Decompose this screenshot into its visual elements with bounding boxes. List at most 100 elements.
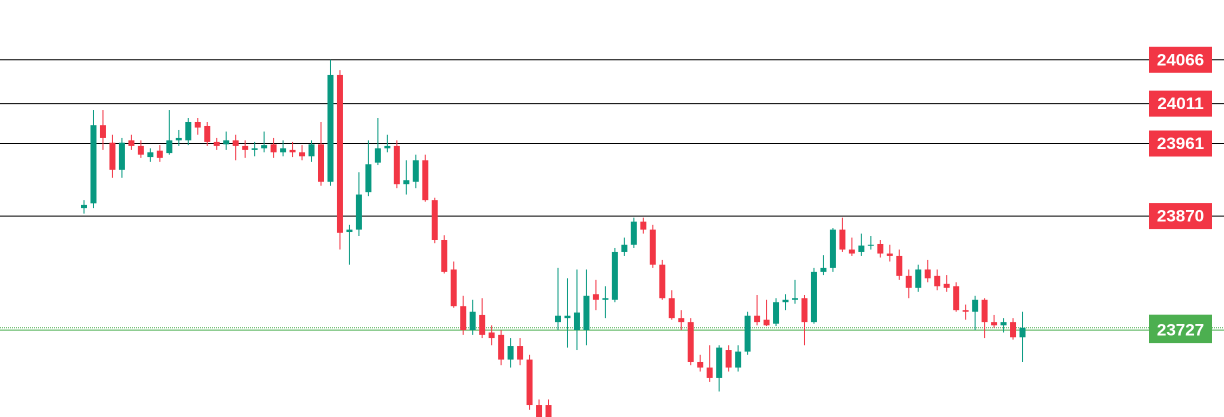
level-label: 23727 bbox=[1157, 321, 1204, 340]
candle-body bbox=[545, 405, 552, 417]
candle-body bbox=[583, 295, 590, 331]
candle-body bbox=[299, 152, 306, 157]
candle-body bbox=[441, 239, 448, 272]
candle-body bbox=[924, 269, 931, 279]
candle-body bbox=[668, 298, 675, 319]
candle-body bbox=[336, 74, 343, 233]
candle-body bbox=[1019, 327, 1026, 338]
candle-body bbox=[109, 142, 116, 170]
candle-body bbox=[981, 299, 988, 323]
candle-body bbox=[744, 315, 751, 352]
candle-body bbox=[469, 311, 476, 331]
candle-body bbox=[659, 264, 666, 299]
candle-body bbox=[194, 121, 201, 128]
candle-body bbox=[687, 322, 694, 362]
candle-body bbox=[365, 164, 372, 193]
candle-body bbox=[555, 315, 561, 323]
candle-body bbox=[99, 125, 106, 138]
candle-body bbox=[592, 294, 599, 300]
level-label-box bbox=[1149, 90, 1212, 117]
candle-body bbox=[773, 302, 780, 324]
candle-body bbox=[962, 310, 969, 312]
level-label-box bbox=[1149, 203, 1212, 230]
candle-body bbox=[905, 275, 912, 288]
candle-body bbox=[649, 229, 656, 265]
candle-body bbox=[223, 140, 230, 145]
candle-body bbox=[829, 229, 836, 268]
candle-body bbox=[374, 148, 381, 163]
candle-body bbox=[820, 267, 827, 272]
level-label-box bbox=[1149, 46, 1212, 73]
candle-body bbox=[156, 150, 163, 158]
candle-body bbox=[431, 200, 438, 240]
candle-body bbox=[460, 306, 467, 331]
candle-body bbox=[261, 145, 268, 149]
level-label-box bbox=[1149, 130, 1212, 157]
candle-body bbox=[175, 137, 182, 141]
candle-body bbox=[137, 145, 144, 155]
candle-body bbox=[630, 221, 637, 245]
candle-body bbox=[536, 405, 543, 417]
candle-body bbox=[327, 74, 334, 182]
candle-body bbox=[602, 298, 609, 300]
candle-body bbox=[412, 160, 419, 182]
candle-body bbox=[355, 194, 362, 230]
level-label: 24066 bbox=[1157, 50, 1204, 69]
candle-body bbox=[526, 359, 533, 406]
candle-body bbox=[280, 148, 287, 153]
candle-body bbox=[763, 319, 770, 326]
candle-body bbox=[735, 351, 742, 368]
candles bbox=[81, 59, 1026, 417]
candle-body bbox=[147, 152, 154, 158]
candle-body bbox=[611, 251, 618, 300]
candle-body bbox=[754, 315, 761, 323]
candle-body bbox=[118, 142, 125, 170]
candle-body bbox=[393, 145, 400, 185]
candle-body bbox=[877, 243, 884, 254]
candle-body bbox=[953, 286, 960, 311]
candle-body bbox=[564, 315, 571, 319]
candle-body bbox=[346, 229, 353, 233]
candle-body bbox=[517, 346, 524, 360]
level-labels: 240662401123961238702373023727 bbox=[1149, 46, 1212, 344]
candle-body bbox=[886, 253, 893, 256]
candle-body bbox=[232, 140, 239, 146]
candle-body bbox=[308, 144, 315, 157]
candle-body bbox=[867, 244, 874, 246]
level-label: 23870 bbox=[1157, 207, 1204, 226]
candle-body bbox=[1010, 322, 1017, 338]
candle-body bbox=[270, 144, 277, 153]
candle-body bbox=[810, 271, 817, 323]
candle-body bbox=[204, 125, 211, 142]
candle-body bbox=[621, 244, 628, 252]
candle-body bbox=[934, 275, 941, 287]
candle-body bbox=[479, 314, 486, 335]
candle-body bbox=[991, 322, 998, 326]
candle-body bbox=[498, 334, 505, 360]
candle-body bbox=[792, 298, 798, 300]
candle-body bbox=[915, 269, 922, 288]
candle-body bbox=[185, 121, 192, 141]
candle-body bbox=[450, 269, 457, 307]
candle-body bbox=[725, 350, 732, 368]
candle-body bbox=[573, 312, 580, 331]
candle-body bbox=[403, 180, 410, 185]
level-label: 24011 bbox=[1157, 94, 1203, 113]
candle-body bbox=[716, 347, 723, 378]
candle-body bbox=[128, 140, 135, 146]
candle-body bbox=[848, 249, 855, 254]
candle-body bbox=[943, 283, 950, 288]
candle-body bbox=[384, 145, 391, 149]
candle-body bbox=[90, 125, 97, 204]
candle-body bbox=[507, 346, 514, 360]
candle-body bbox=[972, 299, 979, 312]
candle-body bbox=[782, 299, 789, 303]
candle-body bbox=[251, 148, 258, 150]
candle-body bbox=[839, 229, 846, 250]
candle-body bbox=[488, 332, 495, 339]
candle-body bbox=[213, 141, 220, 146]
candle-body bbox=[706, 367, 713, 378]
candle-body bbox=[166, 140, 173, 154]
level-label: 23961 bbox=[1157, 134, 1204, 153]
